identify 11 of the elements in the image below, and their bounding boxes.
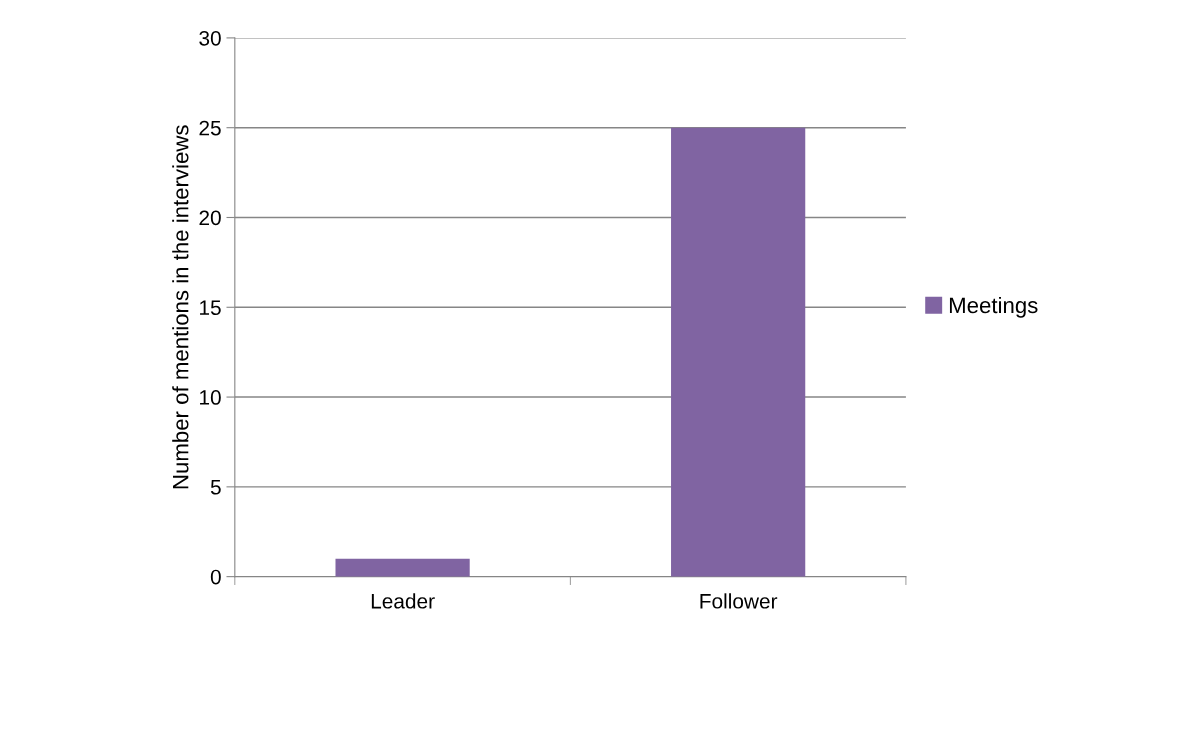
y-tick-label: 20 (199, 210, 221, 226)
y-tick-label: 25 (199, 120, 221, 136)
y-axis-title: Number of mentions in the interviews (172, 125, 189, 489)
x-tick-label: Leader (371, 593, 435, 609)
y-tick-label: 15 (200, 300, 221, 316)
y-tick-label: 5 (210, 480, 221, 495)
y-tick-label: 0 (210, 569, 221, 585)
x-tick-label: Follower (700, 593, 778, 609)
y-tick-label: 10 (200, 390, 221, 405)
legend-label: Meetings (949, 296, 1038, 318)
y-tick-label: 30 (199, 30, 221, 46)
